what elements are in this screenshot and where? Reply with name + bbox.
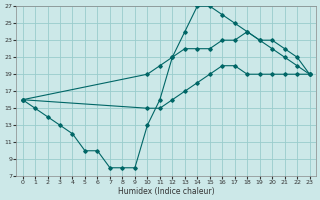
- X-axis label: Humidex (Indice chaleur): Humidex (Indice chaleur): [118, 187, 214, 196]
